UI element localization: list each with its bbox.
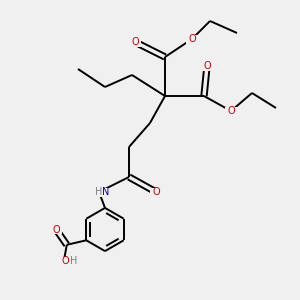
FancyBboxPatch shape	[95, 188, 103, 196]
FancyBboxPatch shape	[101, 188, 110, 196]
FancyBboxPatch shape	[225, 106, 237, 116]
Text: H: H	[95, 187, 103, 197]
Text: O: O	[203, 61, 211, 71]
Text: N: N	[102, 187, 109, 197]
Text: O: O	[131, 37, 139, 47]
FancyBboxPatch shape	[150, 188, 162, 196]
FancyBboxPatch shape	[69, 257, 78, 266]
Text: O: O	[227, 106, 235, 116]
FancyBboxPatch shape	[61, 257, 70, 266]
Text: O: O	[61, 256, 69, 266]
FancyBboxPatch shape	[129, 38, 141, 46]
Text: O: O	[52, 225, 60, 235]
FancyBboxPatch shape	[201, 61, 213, 70]
Text: O: O	[152, 187, 160, 197]
FancyBboxPatch shape	[51, 225, 62, 234]
Text: O: O	[188, 34, 196, 44]
Text: H: H	[70, 256, 77, 266]
FancyBboxPatch shape	[186, 34, 198, 43]
